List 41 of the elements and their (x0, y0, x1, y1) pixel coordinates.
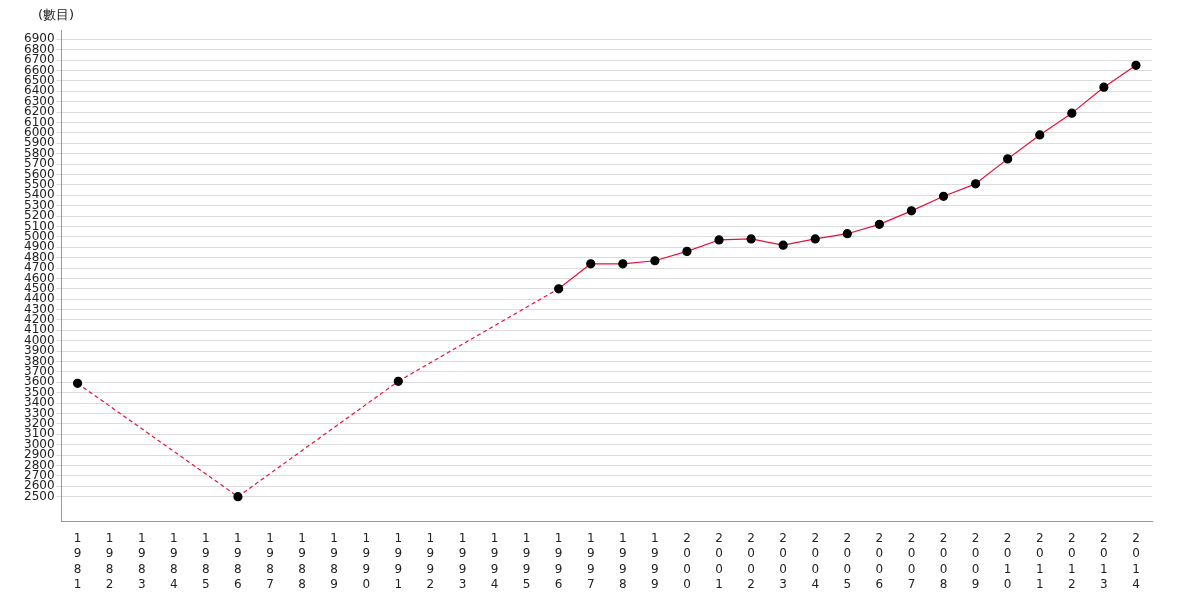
x-tick-label: 1989 (330, 530, 338, 592)
x-tick-label: 1992 (426, 530, 435, 592)
x-tick-label: 2002 (747, 530, 755, 592)
x-tick-label: 2004 (811, 530, 820, 592)
x-tick-label: 2000 (683, 530, 691, 592)
x-tick-label: 2011 (1035, 530, 1044, 592)
x-tick-label: 2012 (1068, 530, 1076, 592)
y-axis-title: (數目) (38, 6, 75, 24)
y-tick-label: 5000 (23, 228, 55, 243)
x-tick-label: 1985 (202, 530, 210, 592)
x-tick-label: 1991 (394, 530, 403, 592)
y-tick-label: 2500 (23, 488, 55, 503)
x-tick-label: 2010 (1003, 530, 1012, 592)
x-tick-label: 2008 (939, 530, 948, 592)
x-tick-label: 1993 (458, 530, 467, 592)
x-tick-label: 1981 (73, 530, 82, 592)
x-tick-label: 2007 (907, 530, 916, 592)
y-tick-label: 4500 (23, 280, 55, 295)
x-tick-label: 2014 (1132, 530, 1140, 592)
x-tick-label: 1987 (266, 530, 274, 592)
x-tick-label: 2013 (1100, 530, 1108, 592)
x-tick-label: 1995 (522, 530, 531, 592)
x-tick-label: 1996 (554, 530, 563, 592)
x-tick-label: 1982 (105, 530, 114, 592)
x-tick-label: 2009 (971, 530, 980, 592)
x-tick-label: 1988 (298, 530, 306, 592)
x-tick-label: 2001 (715, 530, 723, 592)
x-tick-label: 1990 (362, 530, 371, 592)
x-tick-label: 2006 (875, 530, 884, 592)
y-tick-label: 4000 (23, 332, 55, 347)
x-tick-label: 1994 (490, 530, 499, 592)
x-tick-label: 1986 (234, 530, 242, 592)
x-tick-label: 1984 (169, 530, 178, 592)
y-tick-label: 2700 (23, 467, 55, 482)
x-tick-label: 1997 (586, 530, 595, 592)
x-tick-label: 2003 (779, 530, 787, 592)
x-tick-label: 1998 (618, 530, 627, 592)
y-tick-label: 5500 (23, 176, 55, 191)
x-tick-label: 2005 (843, 530, 852, 592)
x-tick-label: 1999 (651, 530, 659, 592)
x-tick-label: 1983 (137, 530, 146, 592)
